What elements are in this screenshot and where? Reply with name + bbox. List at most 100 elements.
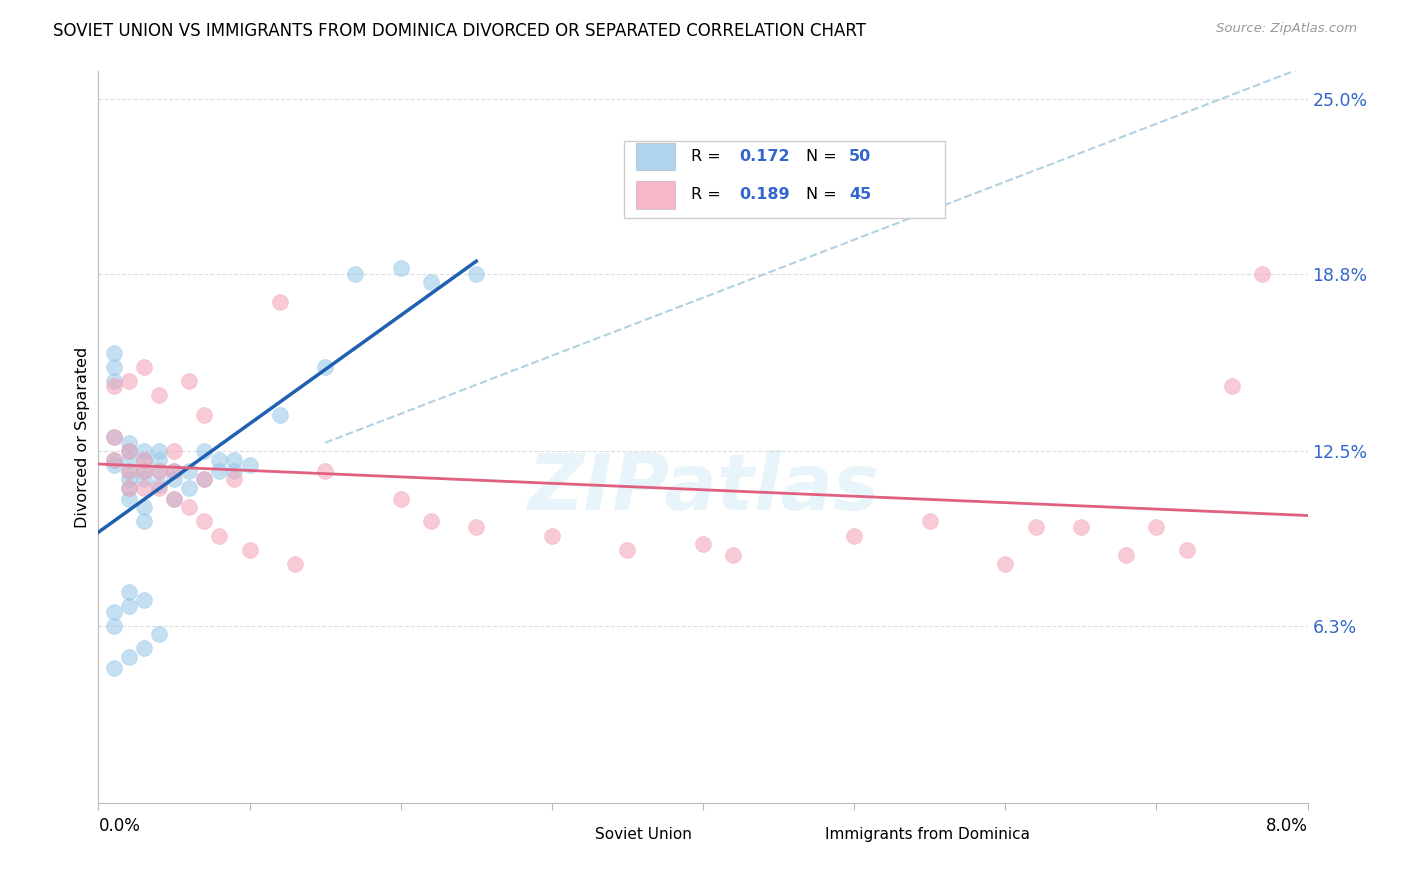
Point [208, 464, 231, 478]
Point [193, 472, 215, 486]
Point [118, 481, 141, 495]
Point [103, 661, 125, 675]
Point [284, 557, 307, 571]
Text: 8.0%: 8.0% [1265, 817, 1308, 836]
Bar [637, 181, 675, 209]
Point [132, 500, 155, 515]
Text: R =: R = [690, 149, 725, 164]
Point [103, 374, 125, 388]
Text: 50: 50 [849, 149, 872, 164]
Point [389, 491, 412, 506]
Point [269, 295, 291, 310]
Point [208, 528, 231, 542]
Point [103, 359, 125, 374]
Point [132, 359, 155, 374]
Point [193, 444, 215, 458]
Point [118, 472, 141, 486]
Bar [624, 141, 945, 218]
Point [1070, 520, 1092, 534]
Point [148, 388, 170, 402]
Point [118, 599, 141, 613]
Y-axis label: Divorced or Separated: Divorced or Separated [75, 346, 90, 528]
Point [540, 528, 562, 542]
Point [723, 548, 745, 562]
Point [224, 472, 246, 486]
Point [179, 500, 201, 515]
Point [193, 408, 215, 422]
Text: Source: ZipAtlas.com: Source: ZipAtlas.com [1216, 22, 1357, 36]
Point [148, 464, 170, 478]
Point [692, 537, 714, 551]
Bar [546, 827, 586, 843]
Point [118, 584, 141, 599]
Point [465, 267, 488, 281]
Text: 0.0%: 0.0% [98, 817, 141, 836]
Text: ZIPatlas: ZIPatlas [527, 450, 879, 526]
Point [103, 452, 125, 467]
Point [132, 452, 155, 467]
Point [132, 472, 155, 486]
Point [193, 472, 215, 486]
Point [118, 464, 141, 478]
Point [118, 435, 141, 450]
Point [103, 618, 125, 632]
Point [148, 481, 170, 495]
Point [1025, 520, 1047, 534]
Point [103, 458, 125, 473]
Point [224, 464, 246, 478]
Point [148, 627, 170, 641]
Point [118, 374, 141, 388]
Point [314, 464, 336, 478]
Point [148, 464, 170, 478]
Point [163, 491, 186, 506]
Point [1220, 379, 1243, 393]
Point [420, 515, 443, 529]
Point [132, 515, 155, 529]
Point [420, 276, 443, 290]
Point [389, 261, 412, 276]
Point [103, 452, 125, 467]
Point [994, 557, 1017, 571]
Point [148, 444, 170, 458]
Point [314, 359, 336, 374]
Point [132, 481, 155, 495]
Point [616, 542, 638, 557]
Point [844, 528, 866, 542]
Point [118, 452, 141, 467]
Point [118, 491, 141, 506]
Point [103, 430, 125, 444]
Text: Immigrants from Dominica: Immigrants from Dominica [825, 828, 1031, 842]
Point [1175, 542, 1198, 557]
Point [179, 481, 201, 495]
Text: N =: N = [806, 187, 842, 202]
Point [1146, 520, 1168, 534]
Point [224, 452, 246, 467]
Point [179, 374, 201, 388]
Point [344, 267, 367, 281]
Point [163, 464, 186, 478]
Point [1115, 548, 1137, 562]
Point [132, 641, 155, 656]
Text: SOVIET UNION VS IMMIGRANTS FROM DOMINICA DIVORCED OR SEPARATED CORRELATION CHART: SOVIET UNION VS IMMIGRANTS FROM DOMINICA… [53, 22, 866, 40]
Text: 0.172: 0.172 [740, 149, 790, 164]
Point [118, 444, 141, 458]
Text: Soviet Union: Soviet Union [595, 828, 692, 842]
Point [208, 452, 231, 467]
Point [118, 464, 141, 478]
Point [163, 472, 186, 486]
Point [1251, 267, 1274, 281]
Point [918, 515, 941, 529]
Point [148, 478, 170, 492]
Point [118, 649, 141, 664]
Bar [776, 827, 815, 843]
Point [103, 605, 125, 619]
Point [132, 464, 155, 478]
Point [132, 593, 155, 607]
Point [179, 464, 201, 478]
Point [163, 444, 186, 458]
Point [193, 515, 215, 529]
Text: 45: 45 [849, 187, 872, 202]
Point [132, 452, 155, 467]
Text: 0.189: 0.189 [740, 187, 790, 202]
Point [163, 464, 186, 478]
